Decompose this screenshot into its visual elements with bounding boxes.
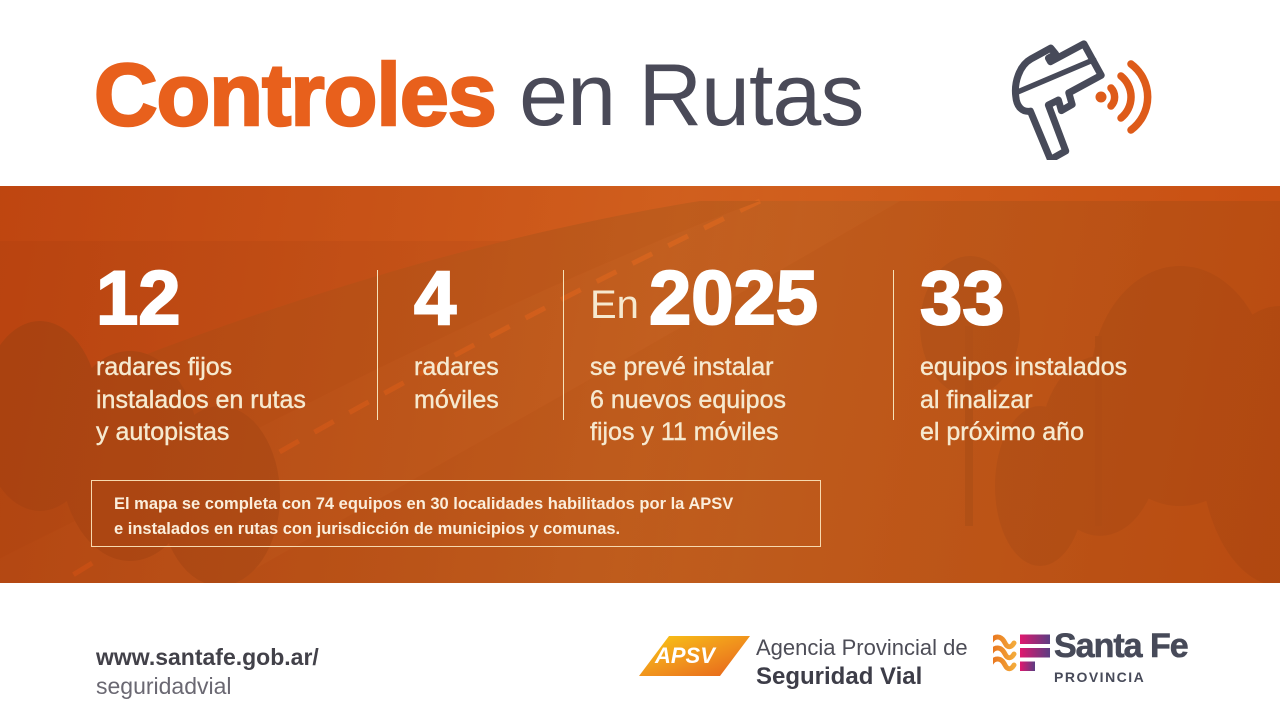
svg-text:APSV: APSV [654,643,717,668]
